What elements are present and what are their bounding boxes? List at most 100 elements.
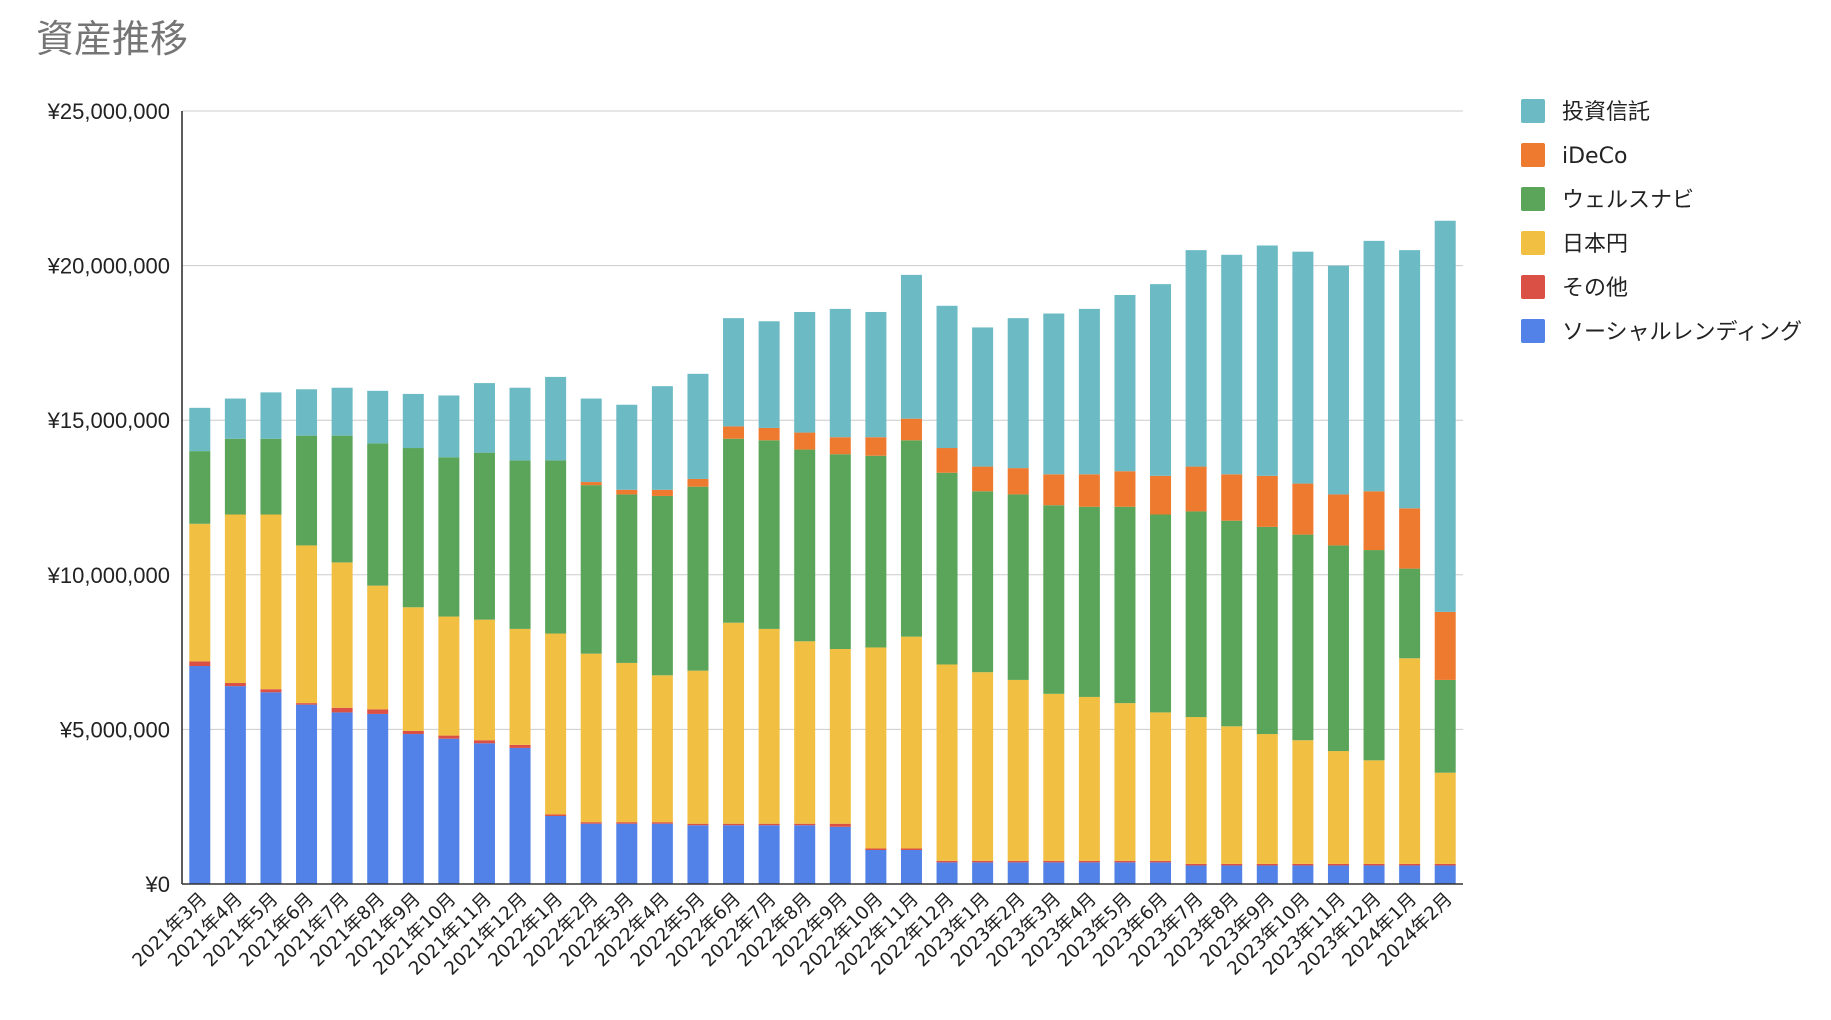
bar-segment	[438, 738, 460, 884]
bar-segment	[758, 321, 780, 428]
bar-segment	[1221, 520, 1243, 727]
bar-segment	[1363, 760, 1385, 864]
bar-segment	[1043, 862, 1065, 884]
y-tick-label: ¥10,000,000	[47, 563, 170, 588]
bar-segment	[1327, 863, 1349, 866]
chart-title: 資産推移	[36, 17, 188, 61]
bar-segment	[1185, 865, 1207, 884]
bar-segment	[1399, 250, 1421, 509]
bar-segment	[1185, 250, 1207, 467]
bar-segment	[723, 825, 745, 884]
bar-segment	[1363, 240, 1385, 492]
bar-segment	[545, 376, 567, 461]
bar-segment	[331, 387, 353, 436]
bar-segment	[651, 822, 673, 824]
bar-segment	[1150, 712, 1172, 861]
bar-segment	[1221, 474, 1243, 521]
bar-segment	[616, 489, 638, 495]
bar-segment	[224, 686, 246, 884]
bar-segment	[687, 670, 709, 824]
bar-segment	[723, 622, 745, 824]
bar-segment	[1043, 474, 1065, 506]
bar-segment	[687, 373, 709, 479]
bar-segment	[900, 440, 922, 637]
bar-segment	[723, 426, 745, 439]
y-tick-label: ¥15,000,000	[47, 408, 170, 433]
bar-segment	[1185, 511, 1207, 718]
bar-segment	[438, 616, 460, 736]
bar-segment	[972, 860, 994, 863]
bar-segment	[936, 305, 958, 449]
bar-segment	[402, 607, 424, 731]
bar-segment	[367, 443, 389, 586]
bar-segment	[865, 437, 887, 456]
bar-segment	[794, 641, 816, 824]
bar-segment	[687, 825, 709, 884]
bar-segment	[1114, 506, 1136, 704]
bar-segment	[438, 457, 460, 617]
bar-segment	[1114, 860, 1136, 863]
legend-label: 日本円	[1562, 232, 1628, 257]
bar-segment	[936, 862, 958, 884]
bar-segment	[1327, 545, 1349, 752]
bar-segment	[367, 709, 389, 714]
bar-segment	[473, 743, 495, 884]
bar-segment	[1292, 251, 1314, 484]
bar-segment	[1007, 468, 1029, 495]
bar-segment	[1221, 865, 1243, 884]
bar-segment	[438, 395, 460, 458]
bar-segment	[438, 735, 460, 739]
bar-segment	[758, 440, 780, 629]
bar-segment	[1256, 734, 1278, 864]
bar-segment	[545, 815, 567, 884]
bar-segment	[829, 826, 851, 884]
bar-segment	[723, 318, 745, 427]
bar-segment	[616, 822, 638, 824]
bar-segment	[260, 514, 282, 690]
bar-segment	[509, 744, 531, 748]
legend-swatch	[1521, 187, 1545, 211]
bar-segment	[473, 740, 495, 744]
bar-segment	[1363, 491, 1385, 551]
bar-segment	[1185, 863, 1207, 866]
bar-segment	[1185, 717, 1207, 864]
bar-segment	[1007, 860, 1029, 863]
bar-segment	[1043, 313, 1065, 475]
legend-label: その他	[1562, 276, 1628, 301]
bar-segment	[367, 585, 389, 710]
bar-segment	[509, 387, 531, 461]
bar-segment	[473, 383, 495, 453]
bar-segment	[616, 404, 638, 490]
bar-segment	[972, 672, 994, 861]
bar-segment	[1185, 466, 1207, 512]
bar-segment	[331, 435, 353, 563]
bar-segment	[1114, 703, 1136, 861]
bar-segment	[687, 823, 709, 826]
bar-segment	[936, 472, 958, 665]
bar-segment	[1043, 693, 1065, 861]
bar-segment	[331, 562, 353, 708]
legend-label: 投資信託	[1562, 100, 1650, 125]
bar-segment	[1292, 534, 1314, 741]
bar-segment	[224, 438, 246, 515]
x-axis-ticks: 2021年3月2021年4月2021年5月2021年6月2021年7月2021年…	[129, 889, 1457, 980]
axes	[181, 111, 1463, 885]
bar-segment	[580, 398, 602, 483]
bar-segment	[260, 392, 282, 439]
bar-segment	[1256, 865, 1278, 884]
bar-segment	[367, 390, 389, 444]
bar-segment	[509, 460, 531, 629]
bar-segment	[972, 466, 994, 492]
bar-segment	[580, 482, 602, 486]
bar-segment	[260, 689, 282, 693]
bar-segment	[1434, 220, 1456, 612]
bar-segment	[794, 823, 816, 826]
bar-segment	[1007, 494, 1029, 680]
bar-segment	[1114, 294, 1136, 472]
bar-segment	[296, 435, 318, 546]
bar-segment	[331, 707, 353, 713]
bar-segment	[794, 825, 816, 884]
bar-segment	[1434, 679, 1456, 773]
bar-segment	[1078, 860, 1100, 863]
bar-segment	[1399, 568, 1421, 659]
